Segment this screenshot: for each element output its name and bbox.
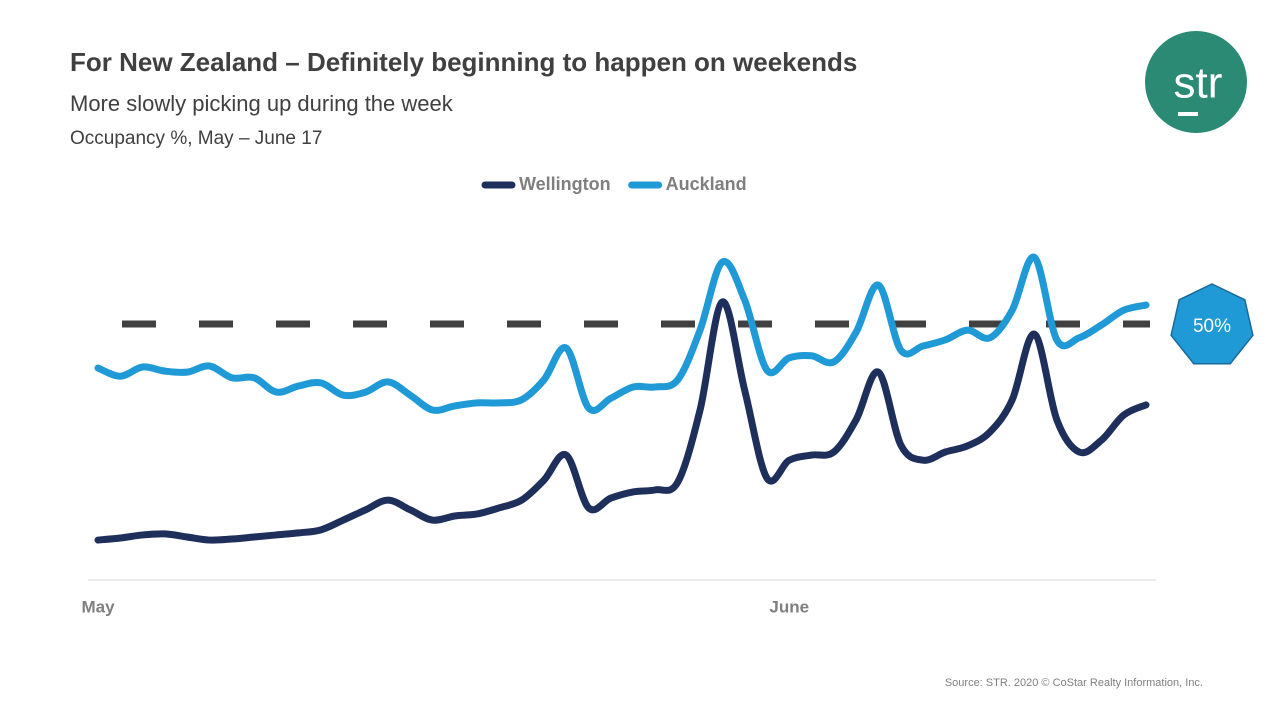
logo-underline xyxy=(1178,112,1198,116)
reference-badge xyxy=(1170,283,1254,365)
source: Source: STR. 2020 © CoStar Realty Inform… xyxy=(945,677,1203,689)
chart-subtitle: More slowly picking up during the week xyxy=(70,91,454,116)
x-tick-label: June xyxy=(769,597,809,616)
series-line xyxy=(94,298,1150,544)
logo-circle xyxy=(1145,31,1247,133)
legend-label: Wellington xyxy=(519,174,611,194)
reference-label: 50% xyxy=(1193,316,1231,337)
series-line xyxy=(94,253,1150,414)
chart-note: Occupancy %, May – June 17 xyxy=(70,128,322,149)
legend-label: Auckland xyxy=(666,174,747,194)
x-tick-label: May xyxy=(81,597,115,616)
chart-title: For New Zealand – Definitely beginning t… xyxy=(70,47,857,77)
logo-text: str xyxy=(1174,59,1223,108)
